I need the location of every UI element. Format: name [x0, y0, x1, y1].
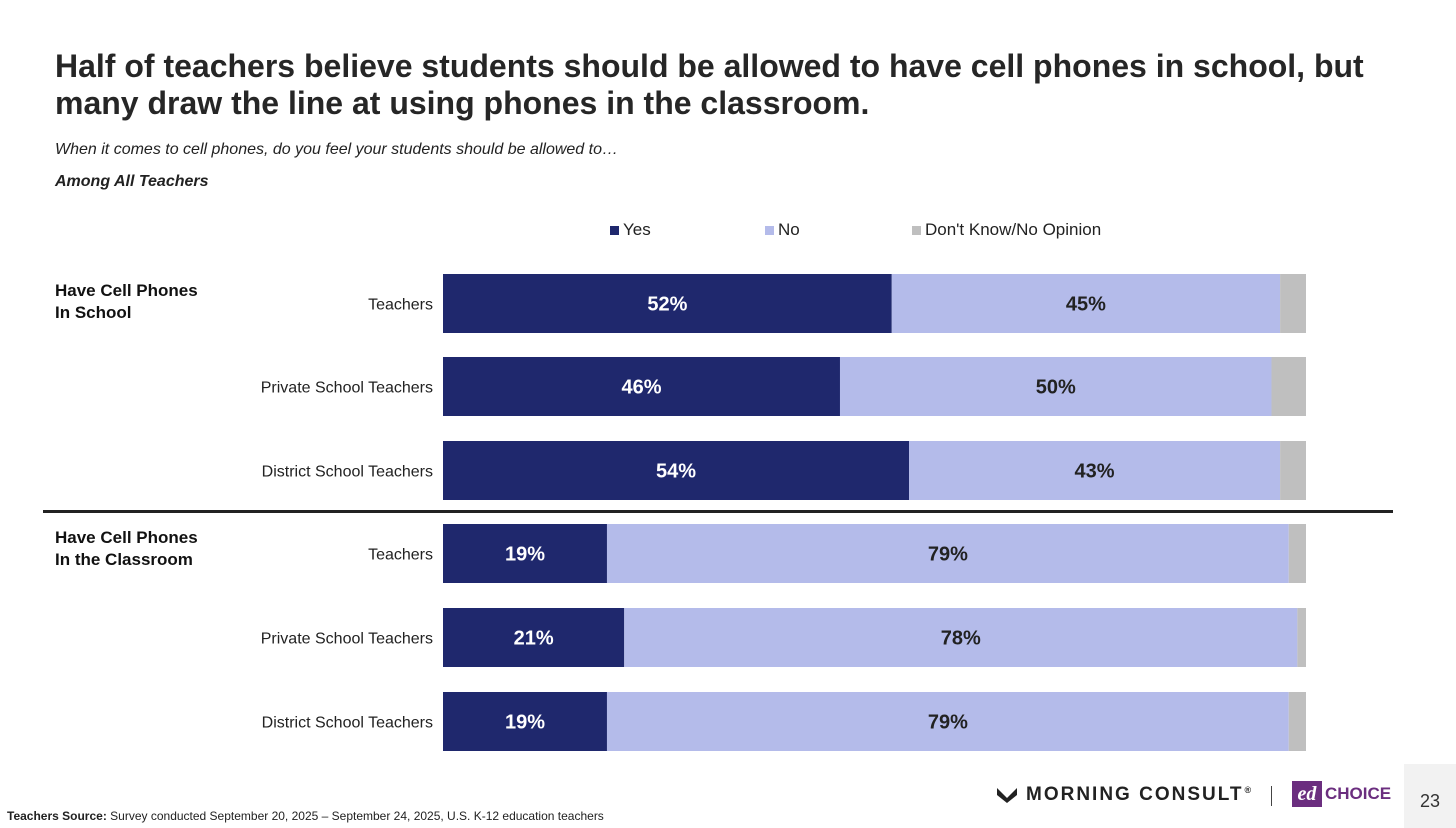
category-label: District School Teachers: [262, 464, 433, 481]
category-label: Teachers: [368, 547, 433, 564]
data-label-no: 45%: [1066, 294, 1106, 316]
footer-source: Teachers Source: Survey conducted Septem…: [7, 809, 604, 823]
group-label-in-school-line1: Have Cell Phones: [55, 281, 198, 300]
legend-label-yes: Yes: [623, 220, 651, 239]
source-text: Survey conducted September 20, 2025 – Se…: [106, 809, 604, 823]
page-title: Half of teachers believe students should…: [55, 48, 1364, 121]
bar-segment-yes: [443, 608, 625, 667]
legend-item-yes: Yes: [610, 220, 651, 240]
category-label: Private School Teachers: [261, 631, 433, 648]
group-label-in-classroom: Have Cell Phones In the Classroom: [55, 527, 255, 571]
data-label-yes: 19%: [505, 712, 545, 734]
legend-item-no: No: [765, 220, 800, 240]
bar-segment-no: [624, 608, 1298, 667]
legend-swatch-dont-know: [912, 225, 921, 235]
bar-segment-yes: [443, 524, 607, 583]
data-label-no: 79%: [928, 544, 968, 566]
data-label-no: 78%: [941, 628, 981, 650]
legend-label-dont-know: Don't Know/No Opinion: [925, 220, 1102, 239]
data-label-yes: 54%: [656, 461, 696, 483]
group-label-in-school: Have Cell Phones In School: [55, 280, 255, 324]
bar-segment-no: [891, 274, 1281, 333]
group-label-in-classroom-line1: Have Cell Phones: [55, 528, 198, 547]
morning-consult-mark-icon: [997, 788, 1017, 803]
bar-row: District School Teachers 19% 79%: [262, 692, 1306, 751]
edchoice-wordmark: CHOICE: [1325, 784, 1392, 803]
bar-segment-yes: [443, 441, 910, 500]
source-label: Teachers Source:: [7, 809, 107, 823]
bar-segment-dont-know: [1280, 441, 1306, 500]
bar-row: Private School Teachers 46% 50%: [261, 357, 1306, 416]
morning-consult-wordmark: MORNING CONSULT®: [1026, 784, 1254, 805]
category-label: District School Teachers: [262, 715, 433, 732]
bar-segment-dont-know: [1297, 608, 1306, 667]
question-text: When it comes to cell phones, do you fee…: [55, 141, 618, 158]
group-divider: [43, 510, 1393, 513]
bar-segment-no: [606, 692, 1289, 751]
bar-segment-no: [606, 524, 1289, 583]
bar-segment-no: [909, 441, 1281, 500]
bar-row: Teachers 19% 79%: [368, 524, 1306, 583]
legend-swatch-no: [765, 225, 774, 235]
bar-segment-yes: [443, 274, 892, 333]
data-label-no: 79%: [928, 712, 968, 734]
logo-separator: [1271, 786, 1272, 806]
data-label-no: 50%: [1036, 377, 1076, 399]
legend-item-dont-know: Don't Know/No Opinion: [912, 220, 1101, 240]
morning-consult-logo: MORNING CONSULT®: [996, 783, 1253, 807]
edchoice-logo: ed CHOICE: [1292, 781, 1391, 807]
bar-segment-yes: [443, 692, 607, 751]
bar-segment-no: [839, 357, 1272, 416]
legend-swatch-yes: [610, 225, 619, 235]
bar-segment-dont-know: [1280, 274, 1306, 333]
data-label-yes: 52%: [647, 294, 687, 316]
legend-label-no: No: [778, 220, 800, 239]
edchoice-mark: ed: [1292, 781, 1322, 807]
bar-segment-dont-know: [1288, 524, 1306, 583]
data-label-yes: 46%: [621, 377, 661, 399]
bar-row: District School Teachers 54% 43%: [262, 441, 1306, 500]
category-label: Teachers: [368, 297, 433, 314]
category-label: Private School Teachers: [261, 380, 433, 397]
group-label-in-school-line2: In School: [55, 303, 132, 322]
data-label-no: 43%: [1075, 461, 1115, 483]
data-label-yes: 19%: [505, 544, 545, 566]
bar-segment-dont-know: [1271, 357, 1306, 416]
bar-row: Teachers 52% 45%: [368, 274, 1306, 333]
bar-segment-yes: [443, 357, 840, 416]
bar-segment-dont-know: [1288, 692, 1306, 751]
bar-row: Private School Teachers 21% 78%: [261, 608, 1306, 667]
base-label: Among All Teachers: [55, 173, 209, 190]
group-label-in-classroom-line2: In the Classroom: [55, 550, 193, 569]
page-number-box: 23: [1404, 764, 1456, 828]
data-label-yes: 21%: [514, 628, 554, 650]
page-number: 23: [1419, 791, 1441, 811]
